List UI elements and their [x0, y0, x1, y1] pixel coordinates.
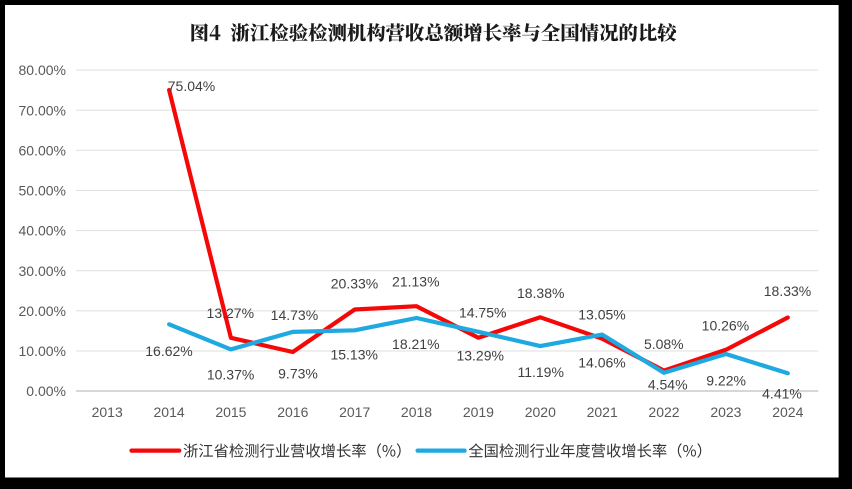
svg-text:15.13%: 15.13% [330, 347, 377, 363]
svg-text:4.41%: 4.41% [762, 385, 802, 401]
svg-text:9.73%: 9.73% [278, 366, 318, 382]
svg-text:14.73%: 14.73% [271, 307, 318, 323]
svg-text:4.54%: 4.54% [648, 377, 688, 393]
svg-text:10.00%: 10.00% [19, 343, 66, 359]
svg-text:60.00%: 60.00% [19, 142, 66, 158]
svg-text:16.62%: 16.62% [145, 343, 192, 359]
svg-text:11.19%: 11.19% [517, 364, 563, 380]
svg-text:2022: 2022 [648, 404, 679, 420]
svg-text:2024: 2024 [772, 404, 803, 420]
svg-text:2014: 2014 [154, 404, 185, 420]
svg-text:2019: 2019 [463, 404, 494, 420]
svg-text:13.29%: 13.29% [456, 347, 503, 363]
svg-text:50.00%: 50.00% [19, 183, 66, 199]
svg-text:80.00%: 80.00% [19, 62, 66, 78]
svg-text:13.05%: 13.05% [578, 307, 625, 323]
svg-text:5.08%: 5.08% [644, 336, 684, 352]
svg-text:18.33%: 18.33% [764, 283, 811, 299]
svg-text:40.00%: 40.00% [19, 223, 66, 239]
svg-text:2013: 2013 [92, 404, 123, 420]
svg-text:13.27%: 13.27% [207, 305, 254, 321]
svg-text:14.06%: 14.06% [578, 354, 625, 370]
svg-text:0.00%: 0.00% [26, 383, 66, 399]
svg-text:2023: 2023 [710, 404, 741, 420]
svg-text:10.26%: 10.26% [702, 318, 749, 334]
svg-text:70.00%: 70.00% [19, 102, 66, 118]
svg-text:75.04%: 75.04% [168, 78, 215, 94]
svg-text:2018: 2018 [401, 404, 432, 420]
svg-text:2015: 2015 [215, 404, 246, 420]
svg-text:9.22%: 9.22% [706, 372, 746, 388]
svg-text:20.33%: 20.33% [331, 276, 378, 292]
svg-text:14.75%: 14.75% [459, 304, 506, 320]
svg-text:21.13%: 21.13% [392, 273, 439, 289]
svg-text:18.38%: 18.38% [517, 285, 564, 301]
svg-text:18.21%: 18.21% [392, 336, 439, 352]
svg-text:2020: 2020 [525, 404, 556, 420]
svg-text:10.37%: 10.37% [207, 367, 254, 383]
svg-text:30.00%: 30.00% [19, 263, 66, 279]
svg-text:2016: 2016 [277, 404, 308, 420]
svg-text:2021: 2021 [587, 404, 618, 420]
svg-text:2017: 2017 [339, 404, 370, 420]
svg-text:20.00%: 20.00% [19, 303, 66, 319]
